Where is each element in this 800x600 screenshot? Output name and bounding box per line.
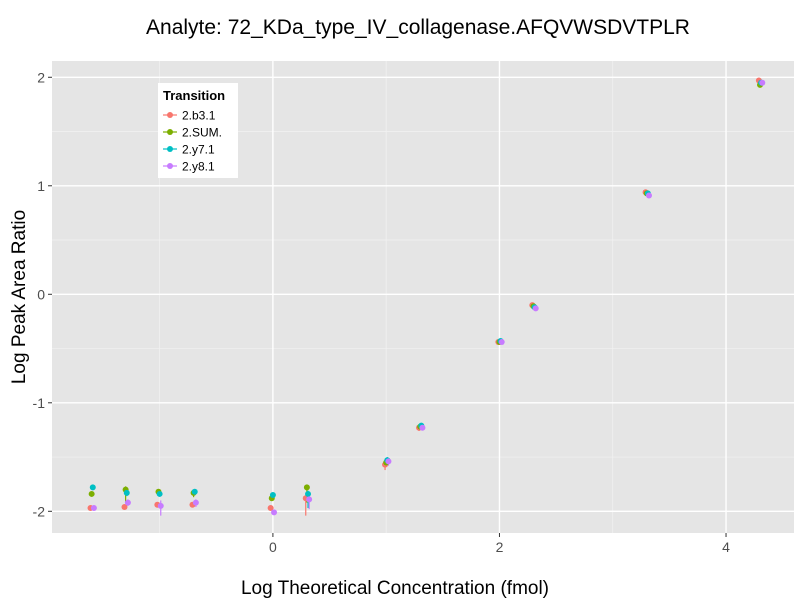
legend-label: 2.SUM.: [182, 126, 222, 140]
chart-title: Analyte: 72_KDa_type_IV_collagenase.AFQV…: [146, 16, 690, 39]
data-point: [88, 490, 95, 497]
data-point: [759, 79, 766, 86]
x-tick-label: 4: [722, 539, 730, 555]
y-tick-label: 2: [37, 69, 45, 85]
x-tick-label: 0: [269, 539, 277, 555]
data-point: [532, 305, 539, 312]
data-point: [192, 499, 199, 506]
data-point: [385, 458, 392, 465]
legend-label: 2.y7.1: [182, 143, 215, 157]
data-point: [157, 502, 164, 509]
legend-key-point: [167, 163, 173, 169]
legend-label: 2.y8.1: [182, 160, 215, 174]
data-point: [90, 505, 97, 512]
y-axis-title: Log Peak Area Ratio: [9, 210, 30, 384]
data-point: [498, 339, 505, 346]
data-point: [123, 489, 130, 496]
legend: Transition 2.b3.1 2.SUM. 2.y7.1 2.y8.1: [158, 83, 238, 178]
grid-major: [52, 61, 794, 533]
legend-title: Transition: [163, 88, 225, 103]
y-tick-label: -2: [33, 503, 46, 519]
data-point: [267, 505, 274, 512]
legend-key-point: [167, 112, 173, 118]
data-point: [419, 424, 426, 431]
x-tick-label: 2: [496, 539, 504, 555]
legend-label: 2.b3.1: [182, 109, 216, 123]
legend-key-point: [167, 129, 173, 135]
data-point: [124, 499, 131, 506]
data-point: [305, 490, 312, 497]
data-point: [645, 192, 652, 199]
legend-key-point: [167, 146, 173, 152]
y-tick-label: 0: [37, 286, 45, 302]
y-tick-label: -1: [33, 395, 46, 411]
data-point: [191, 488, 198, 495]
data-point: [89, 484, 96, 491]
data-point: [271, 509, 278, 516]
data-point: [121, 503, 128, 510]
data-points: [87, 77, 766, 516]
data-point: [306, 496, 313, 503]
data-point: [156, 490, 163, 497]
x-axis-title: Log Theoretical Concentration (fmol): [241, 578, 549, 599]
y-tick-label: 1: [37, 178, 45, 194]
axis-ticks: 0 2 4 -2 -1 0 1 2: [33, 69, 731, 555]
data-point: [303, 484, 310, 491]
data-point: [269, 492, 276, 499]
